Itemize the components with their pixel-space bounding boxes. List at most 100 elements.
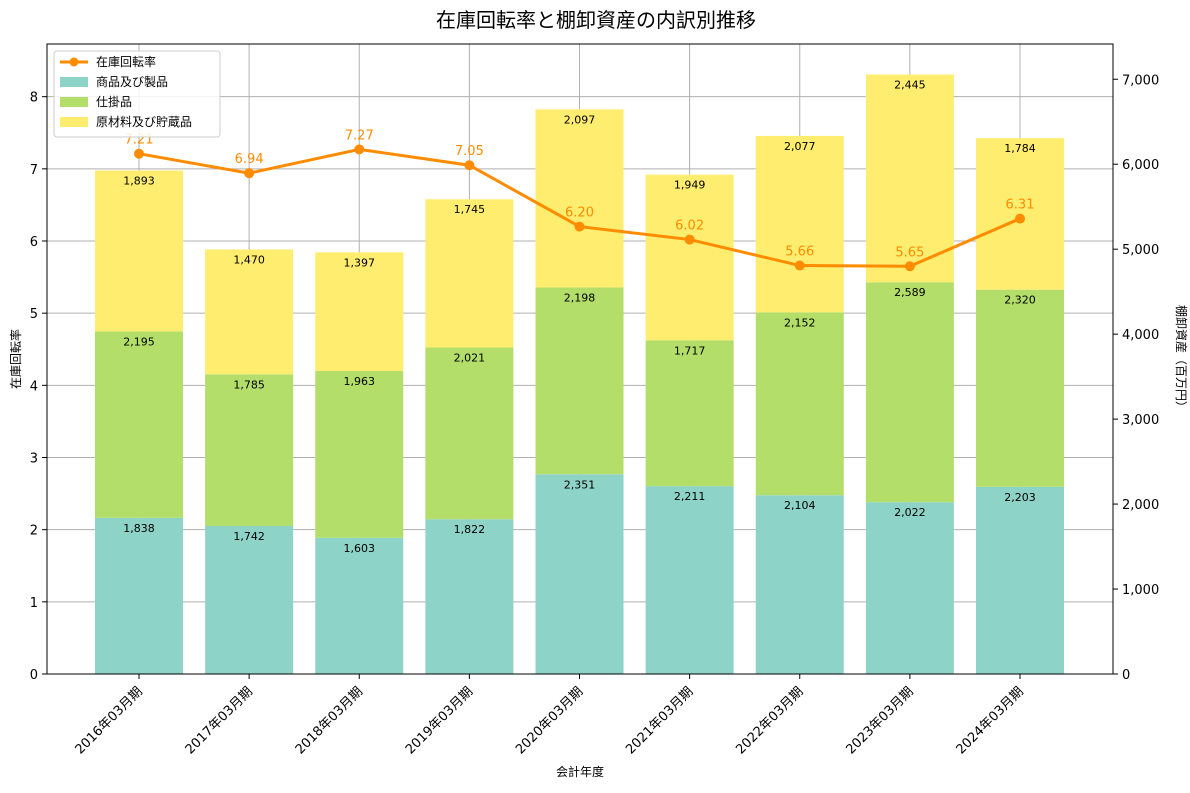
turnover-point [354,144,365,155]
bar-value-label: 2,152 [784,316,816,329]
bar-value-label: 2,351 [564,478,596,491]
y-right-tick-label: 0 [1122,668,1130,683]
bar-value-label: 1,822 [454,523,486,536]
bar-segment-2 [755,312,844,496]
turnover-value-label: 7.27 [345,128,374,143]
turnover-value-label: 6.02 [675,219,704,234]
y-left-tick-label: 6 [30,235,38,250]
bar-value-label: 1,838 [123,522,155,535]
bar-segment-3 [205,249,294,375]
bar-segment-1 [535,474,624,674]
bar-segment-2 [976,289,1064,487]
bar-value-label: 2,320 [1004,294,1036,307]
bar-segment-2 [95,331,183,518]
bar-segment-3 [535,109,624,288]
y-axis-right-title: 棚卸資産（百万円） [1174,305,1189,413]
turnover-value-label: 7.05 [455,144,484,159]
legend-swatch [60,97,88,107]
y-right-tick-label: 5,000 [1122,243,1159,258]
bar-segment-3 [755,135,844,313]
y-axis-left-title: 在庫回転率 [8,329,23,389]
bar-value-label: 2,211 [674,490,706,503]
turnover-point [684,234,695,245]
bar-value-label: 2,022 [894,506,926,519]
bar-value-label: 1,470 [233,253,265,266]
plot-frame [46,43,1114,675]
bars-layer: 1,838 1,742 1,603 1,822 2,351 2,211 2,104 2,022… [95,74,1064,674]
bar-segment-3 [425,199,514,348]
bar-segment-3 [315,252,404,372]
bar-segment-1 [645,486,734,674]
bar-segment-1 [425,519,514,674]
turnover-value-label: 6.31 [1006,198,1035,213]
turnover-point [574,221,585,232]
legend-label: 商品及び製品 [96,74,168,89]
bar-value-label: 1,397 [344,256,376,269]
bar-value-label: 1,949 [674,179,706,192]
bar-segment-1 [976,486,1064,674]
y-right-tick-label: 6,000 [1122,158,1159,173]
turnover-value-label: 6.94 [235,152,264,167]
bar-segment-2 [205,374,294,526]
y-left-tick-label: 0 [30,668,38,683]
bar-segment-2 [535,287,624,475]
bar-segment-1 [95,517,183,674]
y-left-tick-label: 8 [30,91,38,106]
bar-segment-1 [205,525,294,674]
bar-value-label: 2,203 [1004,491,1036,504]
y-left-tick-label: 3 [30,452,38,467]
legend-swatch [60,77,88,87]
y-right-tick-label: 4,000 [1122,328,1159,343]
line-layer: 7.216.947.277.056.206.025.66 5.656.31 [125,128,1035,272]
legend-swatch [60,117,88,127]
bar-value-label: 2,589 [894,286,926,299]
turnover-point [904,261,915,272]
bar-value-label: 1,785 [233,378,265,391]
bar-value-label: 2,195 [123,335,155,348]
y-left-tick-label: 4 [30,379,38,394]
bar-segment-2 [425,347,514,520]
bar-value-label: 2,445 [894,79,926,92]
y-right-tick-label: 3,000 [1122,413,1159,428]
bar-value-label: 1,963 [344,375,376,388]
bar-segment-1 [315,537,404,674]
bar-value-label: 1,603 [344,542,376,555]
bar-segment-2 [865,282,954,503]
y-left-tick-label: 7 [30,163,38,178]
bar-value-label: 2,097 [564,113,596,126]
bar-segment-3 [95,170,183,332]
y-right-tick-label: 1,000 [1122,583,1159,598]
bar-value-label: 1,717 [674,344,706,357]
turnover-point [794,260,805,271]
y-left-tick-label: 2 [30,524,38,539]
bar-value-label: 1,784 [1004,142,1036,155]
bar-value-label: 1,745 [454,203,486,216]
chart-title: 在庫回転率と棚卸資産の内訳別推移 [436,8,756,32]
bar-value-label: 1,893 [123,175,155,188]
bar-segment-3 [865,74,954,283]
bar-segment-1 [865,502,954,674]
legend-label: 仕掛品 [96,94,132,109]
legend-box [53,50,221,138]
turnover-point [464,160,475,171]
turnover-value-label: 5.65 [895,245,924,260]
x-axis-title: 会計年度 [556,764,604,779]
bar-value-label: 2,077 [784,140,816,153]
bar-value-label: 1,742 [233,530,265,543]
y-left-tick-label: 1 [30,596,38,611]
bar-value-label: 2,021 [454,351,486,364]
turnover-point [1015,213,1025,224]
turnover-point [244,168,255,179]
bar-segment-2 [645,340,734,487]
y-right-tick-label: 7,000 [1122,73,1159,88]
y-left-tick-label: 5 [30,307,38,322]
turnover-value-label: 5.66 [785,245,814,260]
bar-value-label: 2,198 [564,292,596,305]
bar-segment-2 [315,371,404,538]
legend-line-marker [69,57,79,67]
bar-value-label: 2,104 [784,499,816,512]
bar-segment-3 [645,174,734,341]
legend-label: 原材料及び貯蔵品 [96,115,192,129]
